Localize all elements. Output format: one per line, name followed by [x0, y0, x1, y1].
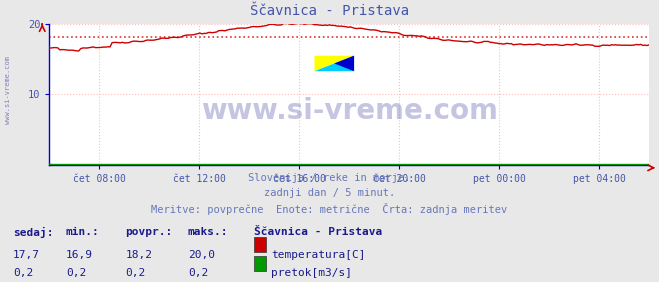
- Text: Ščavnica - Pristava: Ščavnica - Pristava: [250, 4, 409, 18]
- Text: www.si-vreme.com: www.si-vreme.com: [5, 56, 11, 124]
- Text: 0,2: 0,2: [66, 268, 86, 278]
- Text: 20,0: 20,0: [188, 250, 215, 259]
- Text: 17,7: 17,7: [13, 250, 40, 259]
- Text: 0,2: 0,2: [125, 268, 146, 278]
- Text: Meritve: povprečne  Enote: metrične  Črta: zadnja meritev: Meritve: povprečne Enote: metrične Črta:…: [152, 203, 507, 215]
- Text: www.si-vreme.com: www.si-vreme.com: [201, 97, 498, 125]
- Text: maks.:: maks.:: [188, 227, 228, 237]
- Text: 0,2: 0,2: [188, 268, 208, 278]
- Text: sedaj:: sedaj:: [13, 227, 53, 238]
- Text: 16,9: 16,9: [66, 250, 93, 259]
- Text: temperatura[C]: temperatura[C]: [271, 250, 365, 259]
- Text: Ščavnica - Pristava: Ščavnica - Pristava: [254, 227, 382, 237]
- Text: povpr.:: povpr.:: [125, 227, 173, 237]
- Text: Slovenija / reke in morje.: Slovenija / reke in morje.: [248, 173, 411, 183]
- Polygon shape: [314, 56, 354, 71]
- Text: pretok[m3/s]: pretok[m3/s]: [271, 268, 352, 278]
- Text: zadnji dan / 5 minut.: zadnji dan / 5 minut.: [264, 188, 395, 198]
- Text: 18,2: 18,2: [125, 250, 152, 259]
- Polygon shape: [334, 56, 354, 71]
- Text: 0,2: 0,2: [13, 268, 34, 278]
- Polygon shape: [314, 56, 354, 71]
- Text: min.:: min.:: [66, 227, 100, 237]
